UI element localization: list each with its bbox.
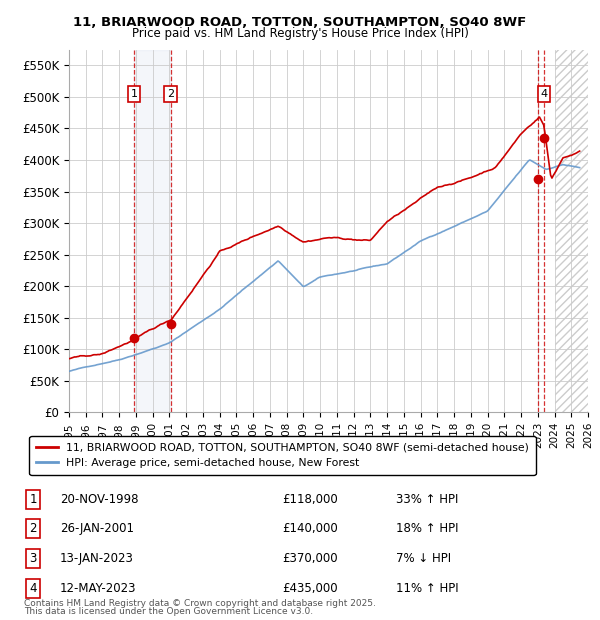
- Text: Price paid vs. HM Land Registry's House Price Index (HPI): Price paid vs. HM Land Registry's House …: [131, 27, 469, 40]
- Text: Contains HM Land Registry data © Crown copyright and database right 2025.: Contains HM Land Registry data © Crown c…: [24, 600, 376, 608]
- Text: This data is licensed under the Open Government Licence v3.0.: This data is licensed under the Open Gov…: [24, 607, 313, 616]
- Text: 1: 1: [131, 89, 137, 99]
- Bar: [134, 50, 170, 412]
- Text: 33% ↑ HPI: 33% ↑ HPI: [396, 493, 458, 505]
- Legend: 11, BRIARWOOD ROAD, TOTTON, SOUTHAMPTON, SO40 8WF (semi-detached house), HPI: Av: 11, BRIARWOOD ROAD, TOTTON, SOUTHAMPTON,…: [29, 436, 536, 475]
- Text: 12-MAY-2023: 12-MAY-2023: [60, 582, 137, 595]
- Text: 4: 4: [541, 89, 548, 99]
- Text: £140,000: £140,000: [282, 523, 338, 535]
- Bar: [554, 50, 588, 412]
- Text: 26-JAN-2001: 26-JAN-2001: [60, 523, 134, 535]
- Text: 4: 4: [29, 582, 37, 595]
- Bar: [554, 50, 588, 412]
- Text: £118,000: £118,000: [282, 493, 338, 505]
- Text: £370,000: £370,000: [282, 552, 338, 565]
- Text: £435,000: £435,000: [282, 582, 338, 595]
- Text: 13-JAN-2023: 13-JAN-2023: [60, 552, 134, 565]
- Text: 18% ↑ HPI: 18% ↑ HPI: [396, 523, 458, 535]
- Text: 11, BRIARWOOD ROAD, TOTTON, SOUTHAMPTON, SO40 8WF: 11, BRIARWOOD ROAD, TOTTON, SOUTHAMPTON,…: [73, 16, 527, 29]
- Text: 20-NOV-1998: 20-NOV-1998: [60, 493, 139, 505]
- Text: 11% ↑ HPI: 11% ↑ HPI: [396, 582, 458, 595]
- Text: 7% ↓ HPI: 7% ↓ HPI: [396, 552, 451, 565]
- Text: 2: 2: [29, 523, 37, 535]
- Text: 3: 3: [29, 552, 37, 565]
- Text: 1: 1: [29, 493, 37, 505]
- Text: 2: 2: [167, 89, 174, 99]
